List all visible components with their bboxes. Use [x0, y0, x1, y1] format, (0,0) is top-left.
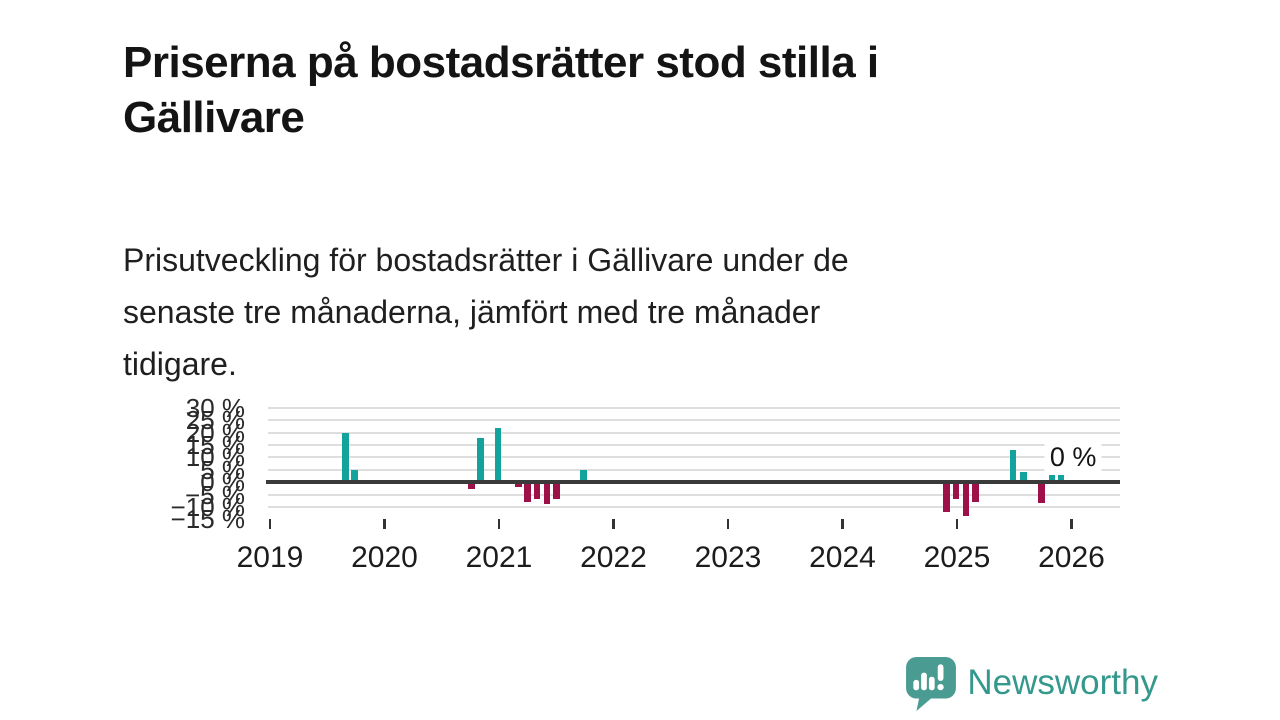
gridline — [268, 419, 1120, 422]
bar-positive — [342, 432, 349, 483]
y-axis-label: 5 % — [200, 454, 245, 485]
gridline — [268, 406, 1120, 409]
page-title: Priserna på bostadsrätter stod stilla i … — [123, 38, 879, 143]
newsworthy-badge-icon — [906, 657, 957, 716]
x-axis-tick — [841, 519, 844, 529]
y-axis-label: 20 % — [185, 417, 245, 448]
bar-negative — [943, 484, 950, 512]
gridline — [268, 443, 1120, 446]
bar-negative — [515, 484, 522, 487]
y-axis-label: 15 % — [185, 429, 245, 460]
x-axis-label: 2025 — [923, 541, 991, 574]
bar-negative — [962, 484, 970, 517]
y-axis-label: 0 % — [200, 467, 245, 498]
latest-value-label: 0 % — [1044, 441, 1102, 475]
x-axis-tick — [726, 519, 730, 529]
x-axis-label: 2022 — [580, 541, 647, 574]
gridline — [268, 493, 1120, 496]
y-axis-label: 25 % — [185, 405, 245, 436]
x-axis-label: 2023 — [694, 541, 762, 574]
bar-negative — [553, 484, 560, 500]
newsworthy-logo[interactable]: Newsworthy — [906, 657, 1158, 716]
gridline — [268, 506, 1120, 509]
bar-positive — [477, 437, 484, 483]
x-axis-tick — [383, 519, 386, 529]
bar-positive — [1048, 474, 1056, 483]
zero-axis-line — [266, 480, 1120, 485]
bar-negative — [468, 484, 475, 490]
x-axis-tick — [955, 519, 959, 529]
x-axis-tick — [612, 519, 615, 529]
bar-positive — [1020, 472, 1027, 483]
x-axis-label: 2024 — [809, 541, 876, 574]
y-axis-label: 30 % — [185, 392, 245, 423]
x-axis-label: 2026 — [1038, 541, 1105, 574]
gridline — [268, 431, 1120, 434]
x-axis-label: 2020 — [351, 541, 418, 574]
bar-negative — [1038, 484, 1045, 503]
bar-positive — [351, 469, 358, 483]
gridline — [268, 468, 1120, 471]
gridline — [268, 456, 1120, 459]
y-axis-label: −10 % — [170, 492, 245, 523]
bar-negative — [972, 484, 979, 502]
bar-positive — [494, 427, 502, 483]
bar-positive — [1009, 449, 1017, 483]
x-axis-tick — [1070, 519, 1073, 529]
chart-subtitle: Prisutveckling för bostadsrätter i Gälli… — [123, 242, 849, 382]
bar-negative — [543, 484, 551, 505]
bar-negative — [952, 484, 960, 500]
x-axis-tick — [268, 519, 272, 529]
newsworthy-wordmark: Newsworthy — [967, 662, 1158, 702]
bar-positive — [1057, 468, 1065, 483]
x-axis-tick — [497, 519, 501, 529]
bar-positive — [580, 469, 587, 483]
bar-negative — [533, 484, 541, 500]
y-axis-label: −5 % — [185, 479, 245, 510]
y-axis-label: 10 % — [185, 442, 245, 473]
y-axis-label: −15 % — [170, 504, 245, 535]
x-axis-label: 2019 — [236, 541, 304, 574]
bar-negative — [524, 484, 531, 502]
x-axis-label: 2021 — [465, 541, 533, 574]
